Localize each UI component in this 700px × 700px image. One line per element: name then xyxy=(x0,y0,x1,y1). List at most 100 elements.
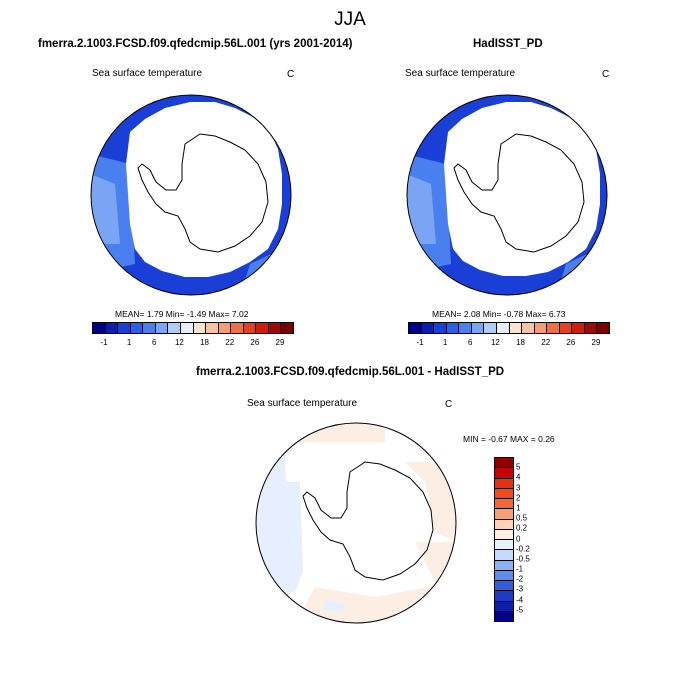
colorbar-swatch xyxy=(168,323,181,333)
colorbar-swatch xyxy=(495,509,513,520)
diff-colorbar-ticks: 5 4 3 2 1 0.5 0.2 0 -0.2 -0.5 -1 -2 -3 -4 -5 xyxy=(516,457,556,620)
colorbar-swatch xyxy=(495,458,513,469)
colorbar-tick-label: 18 xyxy=(516,338,526,347)
colorbar-swatch xyxy=(495,591,513,602)
colorbar-swatch xyxy=(495,560,513,571)
colorbar-tick-label: 29 xyxy=(275,338,285,347)
colorbar-swatch xyxy=(409,323,422,333)
colorbar-swatch xyxy=(105,323,119,333)
colorbar-tick-label: -3 xyxy=(516,584,524,594)
colorbar-swatch xyxy=(547,323,560,333)
model-colorbar xyxy=(92,322,294,334)
colorbar-swatch xyxy=(193,323,207,333)
obs-antarctica-coastline xyxy=(453,133,585,253)
diff-antarctica-coastline xyxy=(302,461,434,581)
colorbar-swatch xyxy=(495,581,513,592)
colorbar-tick-label: 0.2 xyxy=(516,523,528,533)
colorbar-swatch xyxy=(130,323,144,333)
colorbar-tick-label: -2 xyxy=(516,574,524,584)
colorbar-swatch xyxy=(268,323,282,333)
diff-colorbar xyxy=(494,457,514,622)
colorbar-swatch xyxy=(496,323,510,333)
colorbar-swatch xyxy=(495,601,513,612)
colorbar-swatch xyxy=(584,323,598,333)
colorbar-swatch xyxy=(495,478,513,489)
colorbar-swatch xyxy=(93,323,106,333)
obs-polar-map xyxy=(406,94,608,296)
colorbar-swatch xyxy=(118,323,131,333)
colorbar-swatch xyxy=(572,323,585,333)
colorbar-swatch xyxy=(522,323,535,333)
colorbar-tick-label: 1 xyxy=(126,338,132,347)
colorbar-tick-label: -0.2 xyxy=(516,544,530,554)
colorbar-tick-label: 18 xyxy=(200,338,210,347)
colorbar-swatch xyxy=(459,323,472,333)
colorbar-tick-label: 6 xyxy=(468,338,473,347)
colorbar-tick-label: 1 xyxy=(516,503,521,513)
model-panel-title: fmerra.2.1003.FCSD.f09.qfedcmip.56L.001 … xyxy=(38,38,353,50)
obs-units-label: C xyxy=(602,69,610,80)
diff-panel-title: fmerra.2.1003.FCSD.f09.qfedcmip.56L.001 … xyxy=(196,366,505,378)
obs-stats: MEAN= 2.08 Min= -0.78 Max= 6.73 xyxy=(432,309,566,319)
colorbar-tick-label: 12 xyxy=(174,338,184,347)
model-variable-label: Sea surface temperature xyxy=(92,68,203,79)
model-colorbar-ticks: -1 1 6 12 18 22 26 29 xyxy=(92,338,292,348)
colorbar-tick-label: 4 xyxy=(516,472,521,482)
colorbar-swatch xyxy=(495,488,513,499)
colorbar-swatch xyxy=(231,323,244,333)
colorbar-tick-label: 2 xyxy=(516,493,521,503)
colorbar-swatch xyxy=(495,499,513,510)
colorbar-swatch xyxy=(495,570,513,581)
colorbar-swatch xyxy=(218,323,232,333)
colorbar-tick-label: 0.5 xyxy=(516,513,528,523)
colorbar-swatch xyxy=(446,323,460,333)
colorbar-swatch xyxy=(243,323,257,333)
colorbar-tick-label: 29 xyxy=(591,338,601,347)
colorbar-tick-label: -1 xyxy=(416,338,424,347)
colorbar-tick-label: 22 xyxy=(541,338,551,347)
diff-polar-map xyxy=(255,422,457,624)
model-antarctica-coastline xyxy=(137,133,269,253)
model-units-label: C xyxy=(287,69,295,80)
colorbar-swatch xyxy=(206,323,219,333)
colorbar-swatch xyxy=(495,529,513,540)
colorbar-tick-label: -4 xyxy=(516,595,524,605)
colorbar-swatch xyxy=(495,468,513,479)
colorbar-swatch xyxy=(256,323,269,333)
colorbar-tick-label: -5 xyxy=(516,605,524,615)
colorbar-swatch xyxy=(421,323,435,333)
colorbar-tick-label: -1 xyxy=(100,338,108,347)
colorbar-tick-label: 0 xyxy=(516,534,521,543)
colorbar-tick-label: 3 xyxy=(516,483,521,493)
colorbar-swatch xyxy=(495,550,513,561)
colorbar-tick-label: 6 xyxy=(152,338,157,347)
colorbar-swatch xyxy=(471,323,485,333)
colorbar-swatch xyxy=(495,540,513,551)
model-ice-region xyxy=(126,102,282,277)
colorbar-swatch xyxy=(495,519,513,530)
colorbar-tick-label: 1 xyxy=(442,338,448,347)
obs-colorbar xyxy=(408,322,610,334)
colorbar-tick-label: 22 xyxy=(225,338,235,347)
colorbar-tick-label: 12 xyxy=(490,338,500,347)
figure-title: JJA xyxy=(334,9,366,30)
colorbar-swatch xyxy=(559,323,573,333)
colorbar-tick-label: 5 xyxy=(516,462,521,472)
colorbar-tick-label: 26 xyxy=(566,338,576,347)
colorbar-swatch xyxy=(597,323,609,333)
colorbar-tick-label: 26 xyxy=(250,338,260,347)
diff-stats: MIN = -0.67 MAX = 0.26 xyxy=(463,434,555,444)
colorbar-swatch xyxy=(180,323,194,333)
colorbar-swatch xyxy=(434,323,447,333)
colorbar-tick-label: -0.5 xyxy=(516,554,530,564)
model-stats: MEAN= 1.79 Min= -1.49 Max= 7.02 xyxy=(115,309,249,319)
obs-ice-region xyxy=(444,102,600,276)
diff-units-label: C xyxy=(445,399,453,410)
colorbar-swatch xyxy=(155,323,169,333)
colorbar-swatch xyxy=(281,323,293,333)
colorbar-swatch xyxy=(534,323,548,333)
colorbar-swatch xyxy=(495,611,513,621)
obs-colorbar-ticks: -1 1 6 12 18 22 26 29 xyxy=(408,338,608,348)
colorbar-swatch xyxy=(509,323,523,333)
colorbar-tick-label: -1 xyxy=(516,564,524,574)
